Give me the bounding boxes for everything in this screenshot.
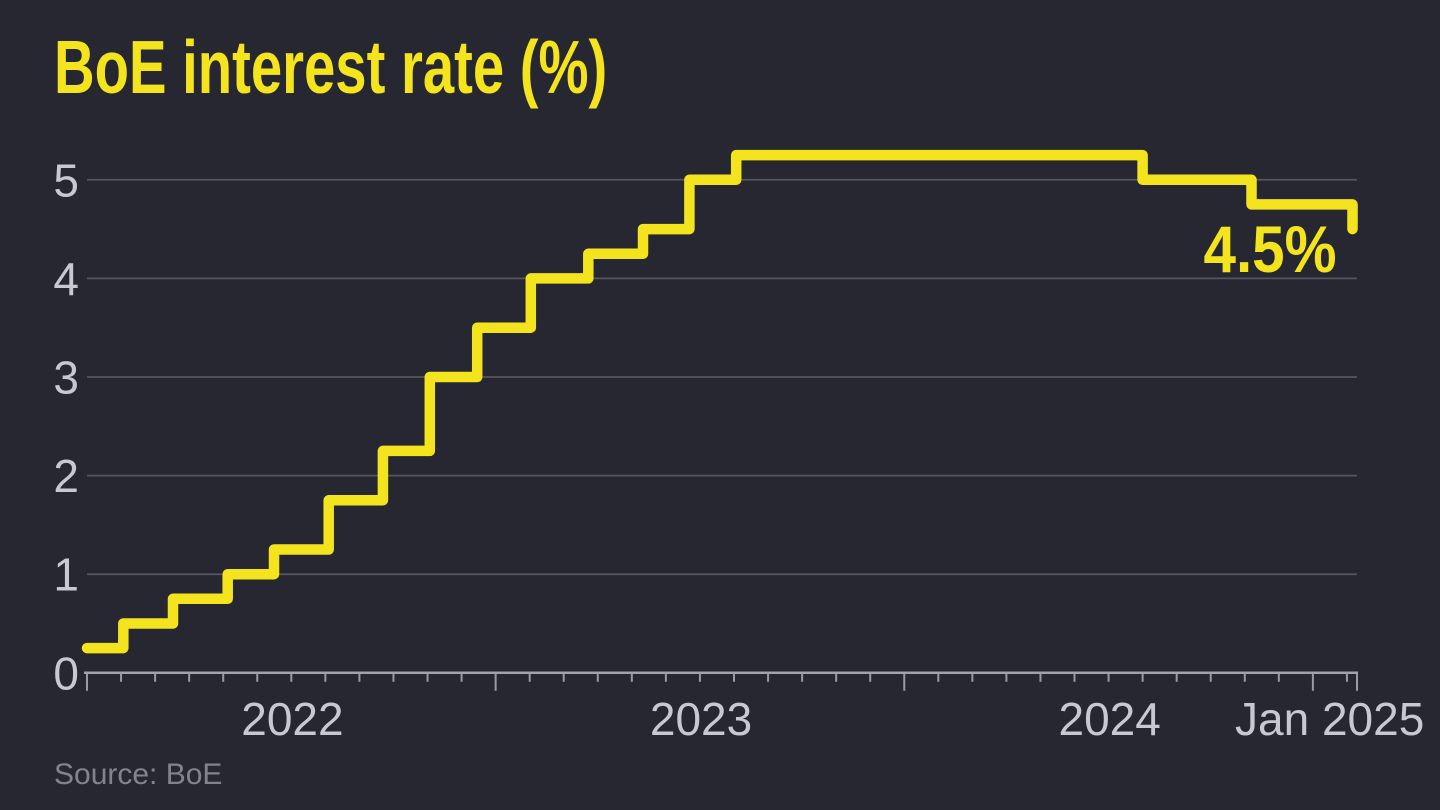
x-tick-label-2024: 2024	[1059, 693, 1161, 745]
x-tick-label-2022: 2022	[241, 693, 343, 745]
y-tick-labels: 0 1 2 3 4 5	[53, 154, 79, 699]
rate-step-line	[81, 149, 1358, 654]
x-tick-labels: 2022 2023 2024 Jan 2025	[241, 693, 1424, 745]
end-value-label: 4.5%	[1204, 212, 1337, 286]
y-tick-label-2: 2	[53, 450, 79, 502]
y-tick-label-3: 3	[53, 352, 79, 404]
source-note: Source: BoE	[54, 758, 223, 791]
y-tick-label-4: 4	[53, 253, 79, 305]
chart-title: BoE interest rate (%)	[54, 25, 608, 109]
x-axis	[84, 671, 1358, 691]
y-tick-label-5: 5	[53, 154, 79, 206]
gridlines	[87, 178, 1357, 576]
y-tick-label-1: 1	[53, 549, 79, 601]
x-tick-label-jan-2025: Jan 2025	[1235, 693, 1424, 745]
y-tick-label-0: 0	[53, 647, 79, 699]
x-tick-label-2023: 2023	[650, 693, 752, 745]
